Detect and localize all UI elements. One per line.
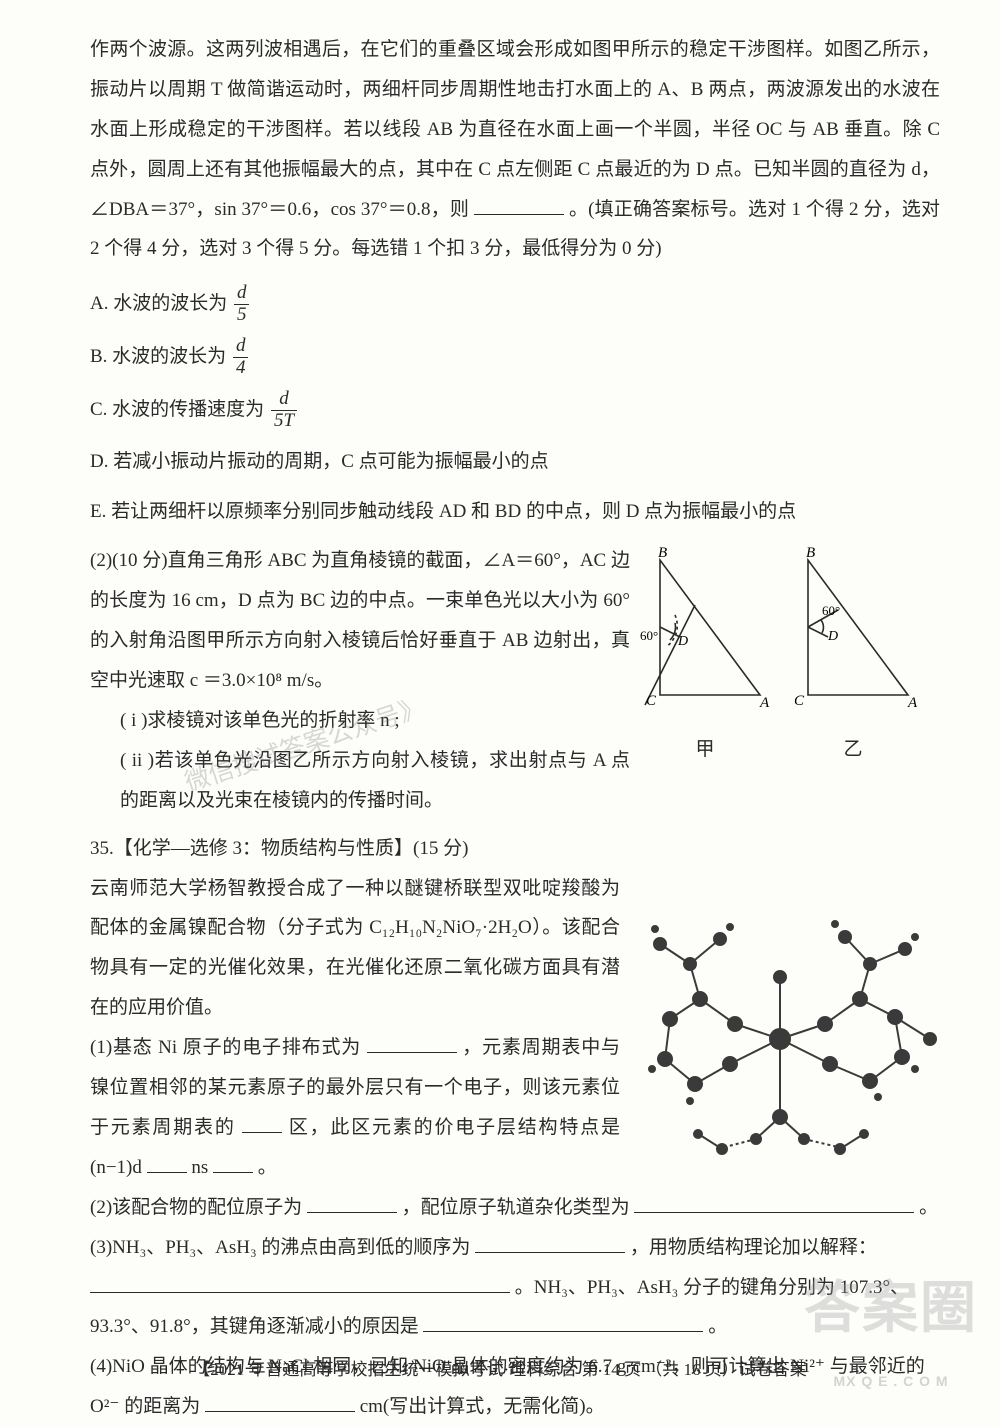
q35-1-a: (1)基态 Ni 原子的电子排布式为 [90, 1037, 361, 1058]
watermark-small: MX Q E . C O M [804, 1367, 978, 1396]
part2-section: (2)(10 分)直角三角形 ABC 为直角棱镜的截面，∠A＝60°，AC 边的… [90, 541, 940, 820]
blank[interactable] [213, 1154, 253, 1173]
blank[interactable] [205, 1393, 355, 1412]
part2-ii: ( ii )若该单色光沿图乙所示方向射入棱镜，求出射点与 A 点的距离以及光束在… [120, 741, 630, 821]
q35-1-d: ns [191, 1157, 208, 1178]
frac-num: d [234, 283, 250, 305]
option-E: E. 若让两细杆以原频率分别同步触动线段 AD 和 BD 的中点，则 D 点为振… [90, 492, 940, 532]
q35-2-c: 。 [919, 1197, 938, 1218]
blank[interactable] [634, 1194, 914, 1213]
triangle-figures: B C A D 60° 甲 B C A D 60° [640, 545, 940, 770]
triangle-jia: B C A D 60° 甲 [640, 545, 770, 770]
part2-i: ( i )求棱镜对该单色光的折射率 n ; [120, 701, 630, 741]
q35-4-b: cm(写出计算式，无需化简)。 [360, 1396, 605, 1417]
frac-num: d [271, 389, 297, 411]
option-D: D. 若减小振动片振动的周期，C 点可能为振幅最小的点 [90, 442, 940, 482]
angle-60: 60° [640, 628, 658, 643]
triangle-yi-svg: B C A D 60° [788, 545, 918, 715]
fraction-d-5: d 5 [234, 283, 250, 326]
label-A: A [907, 695, 918, 711]
blank[interactable] [147, 1154, 187, 1173]
q35-2-b: ，配位原子轨道杂化类型为 [402, 1197, 630, 1218]
answer-blank[interactable] [474, 196, 564, 215]
option-C-text: C. 水波的传播速度为 [90, 399, 264, 420]
q35-1-e: 。 [258, 1157, 277, 1178]
frac-den: 5 [234, 305, 250, 326]
q35-2-a: (2)该配合物的配位原子为 [90, 1197, 302, 1218]
frac-den: 4 [233, 358, 249, 379]
q35-3-a: (3)NH₃、PH₃、AsH₃ 的沸点由高到低的顺序为 [90, 1237, 470, 1258]
label-D: D [827, 629, 838, 644]
q35-2: (2)该配合物的配位原子为 ，配位原子轨道杂化类型为 。 [90, 1188, 940, 1228]
q35-title: 35.【化学—选修 3：物质结构与性质】(15 分) [90, 829, 940, 869]
label-C: C [794, 693, 805, 709]
label-B: B [806, 545, 815, 561]
q35-1: (1)基态 Ni 原子的电子排布式为 ，元素周期表中与镍位置相邻的某元素原子的最… [90, 1028, 620, 1188]
angle-60: 60° [822, 603, 840, 618]
option-A: A. 水波的波长为 d 5 [90, 283, 940, 326]
options-list: A. 水波的波长为 d 5 B. 水波的波长为 d 4 C. 水波的传播速度为 … [90, 283, 940, 531]
frac-num: d [233, 336, 249, 358]
blank[interactable] [90, 1274, 510, 1293]
blank[interactable] [242, 1114, 282, 1133]
blank[interactable] [307, 1194, 397, 1213]
q35-text: 云南师范大学杨智教授合成了一种以醚键桥联型双吡啶羧酸为配体的金属镍配合物（分子式… [90, 869, 620, 1188]
q35-para: 云南师范大学杨智教授合成了一种以醚键桥联型双吡啶羧酸为配体的金属镍配合物（分子式… [90, 869, 620, 1029]
corner-watermark: 答案圈 MX Q E . C O M [804, 1249, 978, 1396]
option-B-text: B. 水波的波长为 [90, 346, 226, 367]
q35-body: 云南师范大学杨智教授合成了一种以醚键桥联型双吡啶羧酸为配体的金属镍配合物（分子式… [90, 869, 940, 1188]
caption-yi: 乙 [788, 730, 918, 770]
label-D: D [677, 634, 688, 649]
label-C: C [646, 693, 657, 709]
option-B: B. 水波的波长为 d 4 [90, 336, 940, 379]
frac-den: 5T [271, 411, 297, 432]
part2-text: (2)(10 分)直角三角形 ABC 为直角棱镜的截面，∠A＝60°，AC 边的… [90, 541, 630, 820]
watermark-big: 答案圈 [804, 1276, 978, 1339]
q35-3-d: 。 [708, 1316, 727, 1337]
fraction-d-5T: d 5T [271, 389, 297, 432]
triangle-jia-svg: B C A D 60° [640, 545, 770, 715]
option-C: C. 水波的传播速度为 d 5T [90, 389, 940, 432]
intro-paragraph: 作两个波源。这两列波相遇后，在它们的重叠区域会形成如图甲所示的稳定干涉图样。如图… [90, 30, 940, 269]
fraction-d-4: d 4 [233, 336, 249, 379]
intro-text: 作两个波源。这两列波相遇后，在它们的重叠区域会形成如图甲所示的稳定干涉图样。如图… [90, 39, 940, 220]
part2-head: (2)(10 分)直角三角形 ABC 为直角棱镜的截面，∠A＝60°，AC 边的… [90, 541, 630, 701]
label-B: B [658, 545, 667, 561]
caption-jia: 甲 [640, 730, 770, 770]
blank[interactable] [367, 1034, 457, 1053]
triangle-yi: B C A D 60° 乙 [788, 545, 918, 770]
molecule-figure [630, 889, 940, 1184]
option-A-text: A. 水波的波长为 [90, 293, 227, 314]
label-A: A [759, 695, 770, 711]
molecule-svg [630, 889, 940, 1169]
blank[interactable] [475, 1234, 625, 1253]
blank[interactable] [423, 1313, 703, 1332]
